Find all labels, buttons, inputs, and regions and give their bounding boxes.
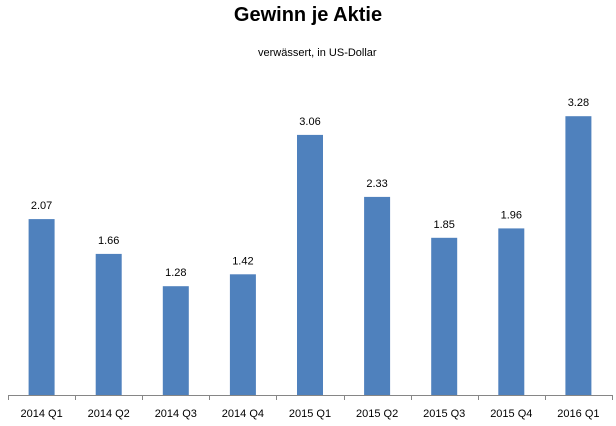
bar-2015-q2 [364, 196, 391, 395]
bar-2014-q3 [162, 286, 189, 395]
value-labels-group: 2.07 1.66 1.28 1.42 3.06 2.33 1.85 1.96 3.28 [31, 97, 589, 279]
category-label: 2014 Q2 [88, 408, 130, 420]
bar-2015-q3 [431, 237, 458, 396]
bar-2016-q1 [565, 116, 592, 395]
category-label: 2015 Q4 [490, 408, 532, 420]
data-label: 3.28 [568, 97, 589, 109]
category-label: 2015 Q3 [423, 408, 465, 420]
bar-2015-q1 [297, 134, 323, 395]
category-label: 2014 Q1 [20, 408, 62, 420]
bar-2014-q2 [95, 253, 122, 395]
bar-2014-q1 [28, 219, 55, 395]
chart-title: Gewinn je Aktie [233, 4, 383, 26]
category-label: 2014 Q3 [155, 408, 197, 420]
category-label: 2015 Q1 [289, 408, 331, 420]
data-label: 1.42 [232, 255, 253, 267]
data-label: 1.28 [165, 267, 186, 279]
data-label: 1.96 [501, 209, 522, 221]
data-label: 3.06 [299, 116, 320, 128]
data-label: 2.33 [366, 178, 387, 190]
bars-group [28, 116, 592, 396]
bar-2015-q4 [498, 228, 525, 395]
data-label: 1.66 [98, 235, 119, 247]
category-labels-group: 2014 Q1 2014 Q2 2014 Q3 2014 Q4 2015 Q1 2015 … [20, 408, 599, 420]
category-label: 2015 Q2 [356, 408, 398, 420]
data-label: 1.85 [433, 219, 454, 231]
data-label: 2.07 [31, 200, 52, 212]
category-label: 2016 Q1 [557, 408, 599, 420]
x-ticks-group [8, 395, 613, 400]
category-label: 2014 Q4 [222, 408, 264, 420]
chart-subtitle: verwässert, in US-Dollar [258, 47, 377, 59]
bar-2014-q4 [229, 274, 256, 395]
